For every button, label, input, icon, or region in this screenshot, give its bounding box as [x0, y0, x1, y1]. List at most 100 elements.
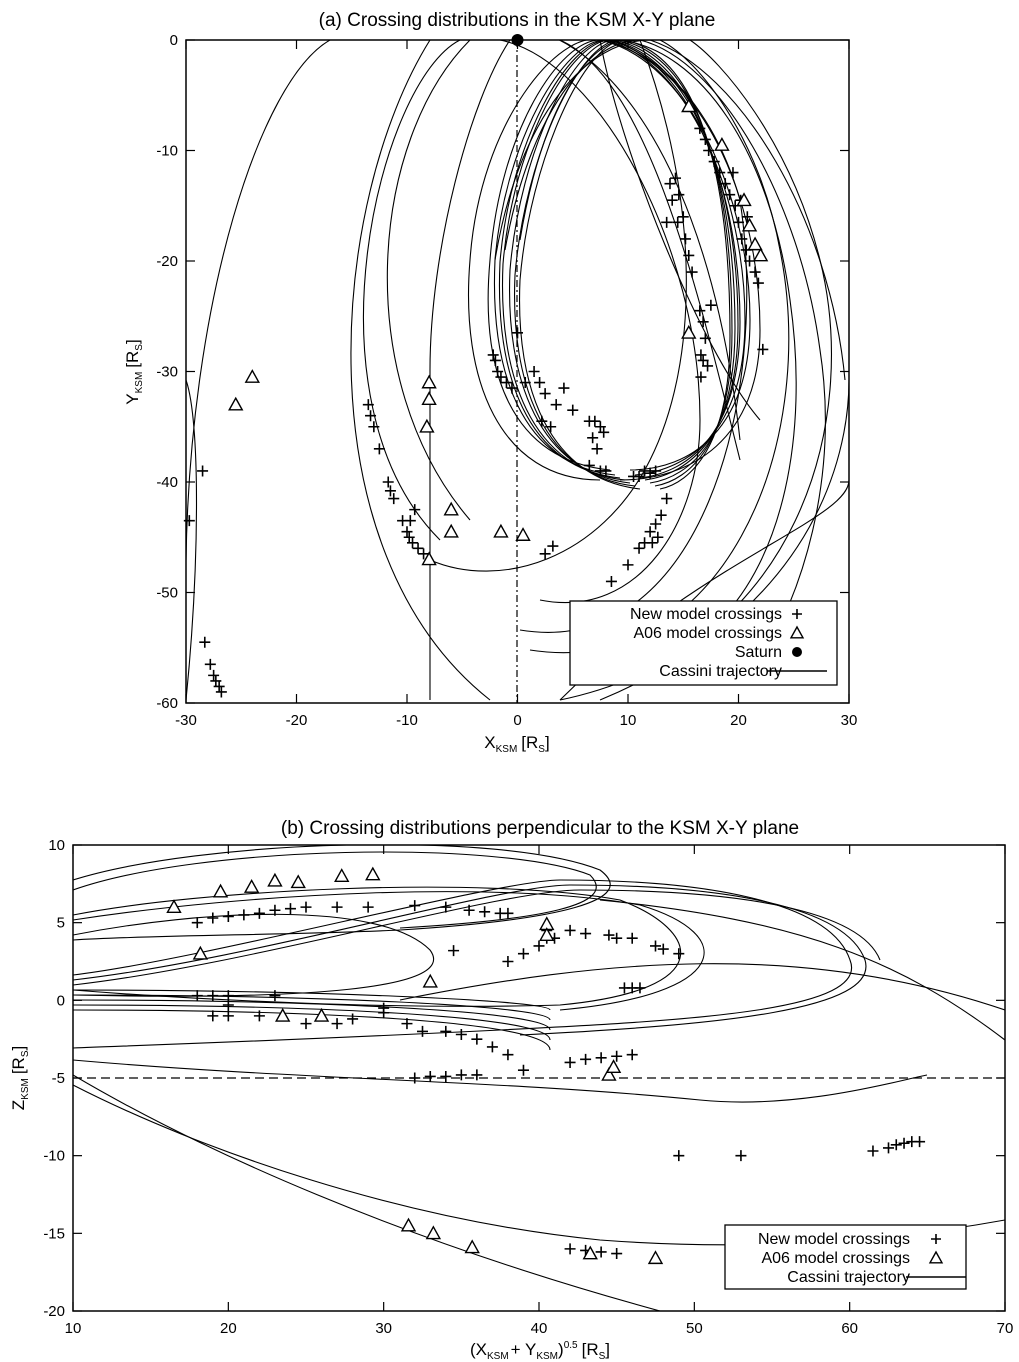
x-tick-label: -10 [396, 712, 418, 729]
plus-marker [650, 465, 662, 477]
panel-b: (b) Crossing distributions perpendicular… [9, 818, 1013, 1362]
triangle-marker [714, 137, 730, 151]
x-tick-label: -30 [175, 712, 197, 729]
plus-marker [417, 1025, 428, 1037]
panel-b-xlabel: (XKSM + YKSM)0.5 [RS] [470, 1340, 610, 1362]
plus-marker [373, 443, 385, 455]
panel-a-xlabel: XKSM [RS] [484, 733, 549, 755]
plus-marker [331, 901, 343, 913]
panel-a-legend: New model crossings A06 model crossings … [569, 600, 838, 686]
x-tick-label: 60 [841, 1320, 858, 1337]
plus-marker [512, 327, 523, 339]
plus-marker [455, 1069, 467, 1081]
plus-marker [378, 1007, 390, 1019]
panel-a-title: (a) Crossing distributions in the KSM X-… [319, 10, 716, 31]
plus-marker [694, 122, 706, 134]
plus-marker [517, 1064, 529, 1076]
trajectory [73, 999, 551, 1031]
plus-marker [365, 410, 377, 422]
plus-marker [199, 636, 211, 648]
triangle-marker [425, 1225, 442, 1240]
plus-marker [657, 943, 669, 955]
triangle-marker [400, 1217, 417, 1232]
plus-marker [463, 904, 475, 916]
triangle-marker [539, 927, 555, 941]
trajectory [504, 40, 826, 661]
plus-marker [697, 354, 709, 366]
triangle-marker [493, 523, 509, 538]
triangle-marker [228, 396, 244, 411]
triangle-marker [421, 391, 437, 406]
trajectory [73, 1059, 928, 1103]
plus-marker [215, 686, 227, 698]
plus-marker [238, 909, 250, 921]
plus-marker [331, 1018, 343, 1030]
trajectory [186, 40, 331, 561]
plus-marker [208, 669, 220, 681]
panel-a-markers [183, 34, 769, 698]
plus-marker [362, 399, 374, 411]
trajectory [73, 851, 597, 929]
plus-marker [622, 559, 634, 571]
plus-marker [300, 901, 312, 913]
plus-marker [677, 211, 689, 223]
x-tick-label: 50 [686, 1320, 703, 1337]
plus-marker [695, 349, 707, 361]
triangle-marker [752, 247, 769, 262]
plus-marker [670, 172, 682, 184]
triangle-marker [601, 1066, 617, 1081]
plus-marker [401, 1018, 413, 1030]
plus-marker [191, 917, 203, 929]
plus-marker [418, 548, 430, 560]
y-tick-label: 0 [170, 32, 178, 49]
trajectory [73, 1074, 661, 1311]
plus-marker [702, 360, 714, 372]
plus-marker [736, 233, 748, 245]
plus-marker [679, 233, 691, 245]
plus-marker [440, 1070, 452, 1082]
legend-label: A06 model crossings [633, 625, 782, 642]
x-tick-label: 30 [375, 1320, 392, 1337]
plus-marker [412, 542, 424, 554]
plus-marker [890, 1139, 902, 1151]
plus-marker [197, 465, 209, 477]
plus-marker [455, 1029, 467, 1041]
triangle-marker [422, 973, 438, 988]
plus-marker [714, 167, 726, 179]
y-tick-label: -10 [43, 1148, 65, 1165]
triangle-marker [192, 945, 209, 960]
panel-a: (a) Crossing distributions in the KSM X-… [123, 10, 857, 755]
plus-marker [695, 371, 707, 383]
plus-marker [564, 1243, 576, 1255]
trajectory [73, 845, 611, 941]
trajectory [467, 40, 761, 481]
plus-marker [699, 332, 711, 344]
triangle-marker [290, 874, 306, 889]
plus-marker [471, 1069, 483, 1081]
plus-marker [673, 189, 685, 201]
plus-marker [479, 906, 491, 918]
plus-marker [703, 145, 715, 156]
saturn-marker [792, 647, 802, 657]
plus-marker [672, 216, 684, 228]
plus-marker [594, 421, 606, 433]
plus-marker [673, 948, 685, 960]
trajectory [487, 40, 751, 471]
plus-marker [694, 305, 706, 317]
plus-marker [519, 377, 531, 389]
plus-marker [639, 465, 651, 477]
x-tick-label: 40 [531, 1320, 548, 1337]
plus-marker [424, 1070, 436, 1082]
plus-marker [368, 421, 380, 433]
plus-marker [749, 266, 761, 278]
y-tick-label: -40 [156, 474, 178, 491]
plus-marker [644, 526, 656, 538]
plus-marker [655, 509, 667, 521]
plus-marker [407, 537, 419, 549]
panel-b-ylabel: ZKSM[RS] [9, 1046, 31, 1110]
triangle-marker [789, 625, 805, 639]
plus-marker [598, 426, 610, 438]
y-tick-label: -60 [156, 695, 178, 712]
